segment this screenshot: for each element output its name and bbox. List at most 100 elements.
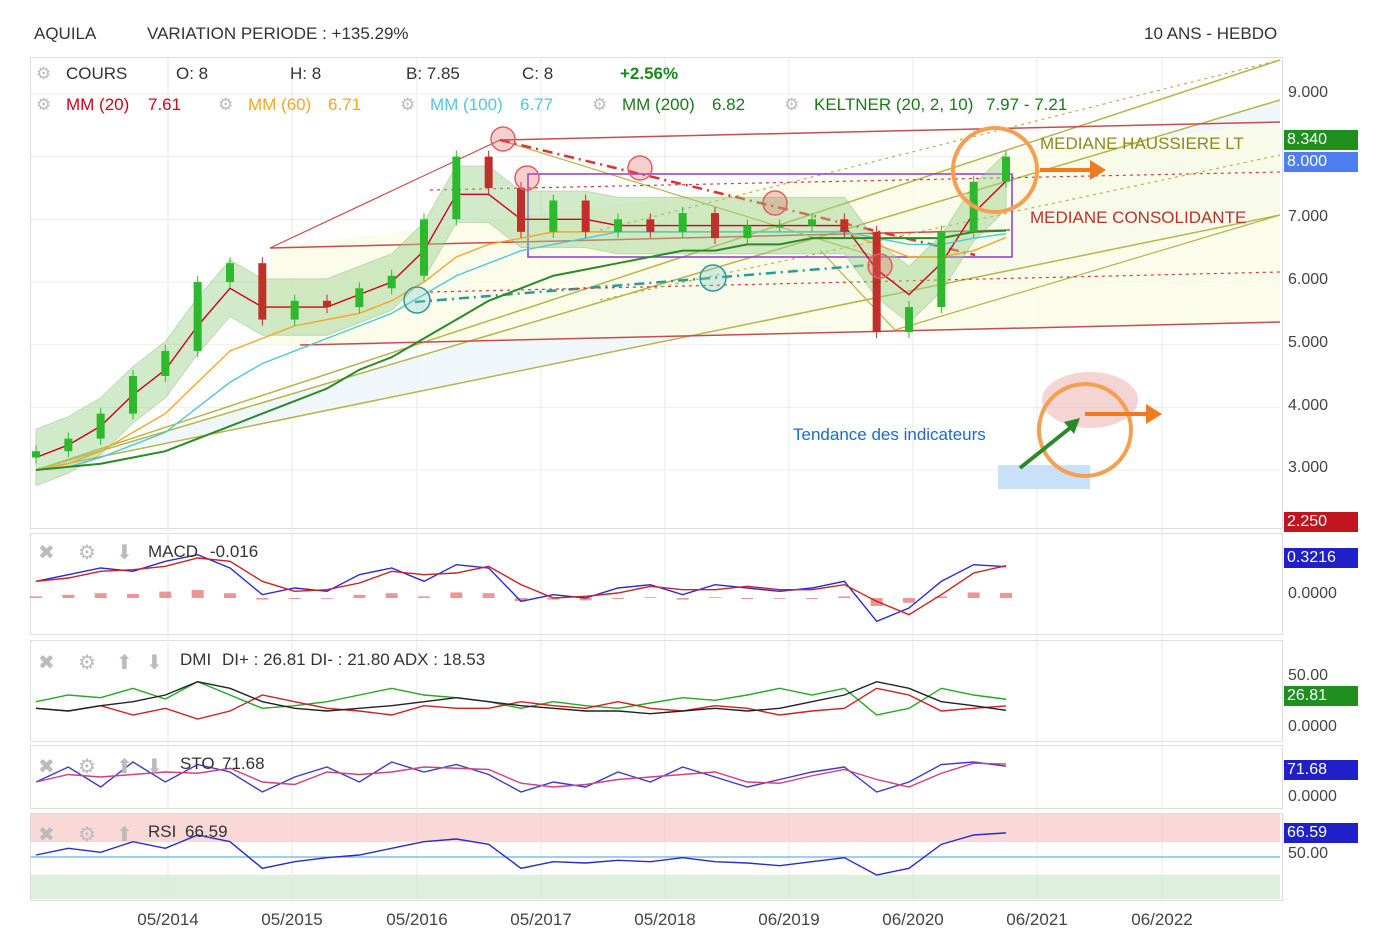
pivot-circle xyxy=(627,155,653,181)
x-tick: 05/2015 xyxy=(261,910,323,929)
descending-dash-line xyxy=(499,138,976,257)
macd-signal-line xyxy=(35,557,1007,616)
ma200-line xyxy=(35,229,1007,471)
dotted-median xyxy=(429,271,1281,293)
arrow-up-icon[interactable]: ⬆ xyxy=(116,652,133,674)
resistance-line xyxy=(499,121,1281,141)
candle xyxy=(743,225,752,239)
sto-signal-line xyxy=(35,762,1007,788)
candle xyxy=(161,350,170,376)
price-tick: 4.000 xyxy=(1288,397,1329,414)
dmi-zero: 0.0000 xyxy=(1288,718,1337,735)
change-value: +2.56% xyxy=(620,64,679,83)
x-tick: 05/2014 xyxy=(137,910,199,929)
rsi-overbought-zone xyxy=(31,814,1280,842)
sto-zero: 0.0000 xyxy=(1288,788,1337,805)
macd-label: MACD xyxy=(148,542,199,561)
arrow-down-icon[interactable]: ⬇ xyxy=(116,542,133,564)
adx-line xyxy=(35,680,1007,715)
rsi-label: RSI xyxy=(148,822,177,841)
dmi-label: DMI xyxy=(180,650,212,669)
macd-histogram-bar xyxy=(773,598,786,599)
dmi-axis-top: 50.00 xyxy=(1288,667,1329,684)
trend-circle xyxy=(1037,382,1133,478)
mm60-gear-icon[interactable]: ⚙ xyxy=(218,95,234,114)
arrow-down-icon[interactable]: ⬇ xyxy=(146,756,163,778)
macd-line xyxy=(35,553,1007,623)
rsi-tag: 66.59 xyxy=(1284,823,1358,843)
macd-histogram-bar xyxy=(644,597,657,598)
fork-line xyxy=(894,214,1281,331)
macd-value: -0.016 xyxy=(210,542,259,561)
price-tick: 5.000 xyxy=(1288,334,1329,351)
mm20-value: 7.61 xyxy=(148,95,182,114)
candle xyxy=(775,225,784,228)
x-tick: 06/2019 xyxy=(758,910,820,929)
macd-histogram-bar xyxy=(935,596,948,598)
candle xyxy=(226,263,234,282)
arrow-down-icon[interactable]: ⬇ xyxy=(146,652,163,674)
mm100-value: 6.77 xyxy=(520,95,554,114)
keltner-gear-icon[interactable]: ⚙ xyxy=(784,95,800,114)
x-tick: 05/2018 xyxy=(634,910,696,929)
macd-histogram-bar xyxy=(967,592,980,598)
mm60-value: 6.71 xyxy=(328,95,362,114)
candle xyxy=(872,231,881,333)
gear-icon[interactable]: ⚙ xyxy=(78,542,96,564)
stock-name: AQUILA xyxy=(34,24,97,43)
fork-line xyxy=(819,249,896,331)
macd-histogram-bar xyxy=(385,593,398,598)
close-icon[interactable]: ✖ xyxy=(38,542,55,564)
candle xyxy=(678,213,687,232)
candle xyxy=(1002,156,1010,182)
arrow-up-icon[interactable]: ⬆ xyxy=(116,756,133,778)
macd-histogram-bar xyxy=(224,593,236,598)
candle xyxy=(193,282,202,351)
macd-histogram-bar xyxy=(579,598,592,601)
macd-histogram-bar xyxy=(418,596,430,598)
rsi-value: 66.59 xyxy=(185,822,228,841)
close-icon[interactable]: ✖ xyxy=(38,756,55,778)
close-value: C: 8 xyxy=(522,64,554,83)
gear-icon[interactable]: ⚙ xyxy=(78,652,96,674)
macd-histogram-bar xyxy=(30,596,42,598)
macd-histogram-bar xyxy=(515,598,527,602)
close-icon[interactable]: ✖ xyxy=(38,824,55,846)
annotation-tendance: Tendance des indicateurs xyxy=(793,425,986,444)
keltner-label: KELTNER (20, 2, 10) xyxy=(814,95,974,114)
pivot-circle xyxy=(514,165,540,191)
candle xyxy=(905,307,913,333)
gear-icon[interactable]: ⚙ xyxy=(78,756,96,778)
mm20-gear-icon[interactable]: ⚙ xyxy=(36,95,52,114)
arrow-up-icon[interactable]: ⬆ xyxy=(116,824,133,846)
macd-histogram-bar xyxy=(482,593,495,598)
mm100-gear-icon[interactable]: ⚙ xyxy=(400,95,416,114)
macd-histogram-bar xyxy=(191,590,204,598)
macd-histogram-bar xyxy=(256,598,269,600)
candle xyxy=(581,200,590,232)
mm200-value: 6.82 xyxy=(712,95,746,114)
dmi-minus-line xyxy=(35,687,1007,720)
trend-up-arrow xyxy=(1018,426,1072,470)
candle xyxy=(840,219,849,232)
dmi-panel xyxy=(30,640,1283,742)
candle xyxy=(290,300,299,320)
price-tick: 6.000 xyxy=(1288,271,1329,288)
consolidation-box xyxy=(527,173,1013,258)
mm200-gear-icon[interactable]: ⚙ xyxy=(592,95,608,114)
period-setting[interactable]: 10 ANS - HEBDO xyxy=(1144,24,1278,43)
macd-histogram-bar xyxy=(838,596,851,598)
candle xyxy=(937,231,946,308)
rsi-mid: 50.00 xyxy=(1288,845,1329,862)
close-icon[interactable]: ✖ xyxy=(38,652,55,674)
macd-histogram-bar xyxy=(741,598,754,599)
price-tick: 9.000 xyxy=(1288,84,1329,101)
breakout-arrow-head xyxy=(1090,160,1106,180)
dmi-tag: 26.81 xyxy=(1284,686,1358,706)
gear-icon[interactable]: ⚙ xyxy=(78,824,96,846)
cours-gear-icon[interactable]: ⚙ xyxy=(36,64,52,83)
pivot-circle xyxy=(762,190,788,216)
price-tag-last: 8.000 xyxy=(1284,152,1358,172)
period-variation: VARIATION PERIODE : +135.29% xyxy=(147,24,409,43)
trend-right-arrow-head xyxy=(1146,404,1162,424)
